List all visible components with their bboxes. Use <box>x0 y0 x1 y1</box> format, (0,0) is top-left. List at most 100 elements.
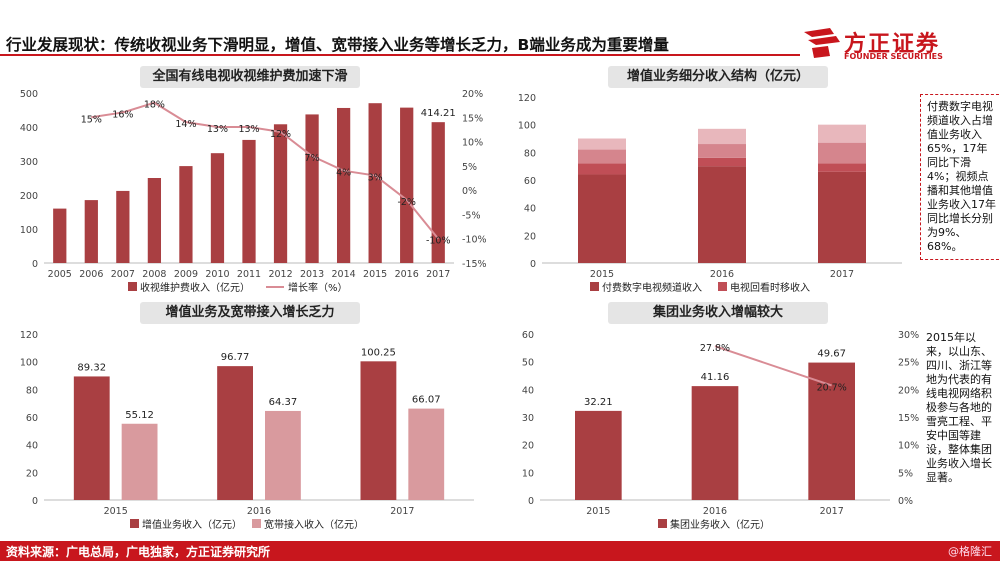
y-tick-label: 500 <box>20 89 38 100</box>
bar <box>210 153 225 263</box>
x-tick-label: 2017 <box>390 506 414 517</box>
bar-value-label: 64.37 <box>269 397 298 408</box>
line-value-label: 13% <box>207 124 228 135</box>
chart-group-business: 0 10 20 30 40 50 60 0% 5% 10% 15% 20% 25% 30% 2015 2016… <box>522 330 919 531</box>
chart1-title: 全国有线电视收视维护费加速下滑 <box>140 66 360 88</box>
legend-label: 集团业务收入（亿元） <box>670 518 770 531</box>
legend-swatch <box>658 519 667 528</box>
bar-value-label: 89.32 <box>77 362 106 373</box>
y2-tick-label: 20% <box>898 385 919 396</box>
bar <box>400 107 414 264</box>
x-tick-label: 2006 <box>79 269 103 280</box>
y-tick-label: 20 <box>522 441 534 452</box>
x-tick-label: 2008 <box>142 269 166 280</box>
x-tick-label: 2015 <box>590 269 614 280</box>
y-tick-label: 60 <box>524 176 536 187</box>
line-value-label: 15% <box>81 114 102 125</box>
bar <box>265 410 301 500</box>
footer-bar: 资料来源：广电总局，广电独家，方正证券研究所 @格隆汇 <box>0 541 1000 561</box>
bar <box>121 423 158 500</box>
x-tick-label: 2016 <box>247 506 271 517</box>
stacked-bar-segment <box>698 157 746 167</box>
bar <box>575 410 622 500</box>
stacked-bar-segment <box>818 124 866 143</box>
legend-label: 增值业务收入（亿元） <box>142 518 242 531</box>
bar <box>242 139 256 263</box>
watermark: @格隆汇 <box>948 545 992 558</box>
growth-line <box>91 101 440 240</box>
stacked-bar-segment <box>578 174 626 263</box>
stacked-bar-segment <box>818 142 866 164</box>
bar-value-label: 66.07 <box>412 395 441 406</box>
stacked-bar-segment <box>698 144 746 158</box>
x-tick-label: 2016 <box>395 269 419 280</box>
y-tick-label: 40 <box>522 385 534 396</box>
bar-value-label: 55.12 <box>125 410 154 421</box>
line-value-label: 7% <box>305 153 320 164</box>
x-tick-label: 2013 <box>300 269 324 280</box>
y-tick-label: 100 <box>20 358 38 369</box>
chart3-title: 增值业务及宽带接入增长乏力 <box>140 302 360 324</box>
legend-swatch <box>128 282 137 291</box>
y-tick-label: 0 <box>528 496 534 507</box>
line-value-label: 20.7% <box>817 382 847 393</box>
logo-mark-icon <box>804 28 840 58</box>
chart-value-added-broadband: 0 20 40 60 80 100 120 2015 2016 2017 89.32 96.77 100… <box>20 330 474 531</box>
stacked-bar-segment <box>698 166 746 263</box>
stacked-bar-segment <box>578 149 626 164</box>
bar <box>368 103 382 263</box>
y-tick-label: 80 <box>524 148 536 159</box>
y-tick-label: 60 <box>522 330 534 341</box>
title-divider <box>0 54 800 56</box>
x-tick-label: 2015 <box>363 269 387 280</box>
y-tick-label: 20 <box>524 231 536 242</box>
bar <box>360 361 397 500</box>
bar <box>179 166 193 263</box>
stacked-bar-segment <box>578 163 626 175</box>
y2-tick-label: 15% <box>462 113 483 124</box>
bar <box>73 376 110 500</box>
line-value-label: 3% <box>368 173 383 184</box>
legend-swatch <box>252 519 261 528</box>
x-tick-label: 2005 <box>48 269 72 280</box>
bar <box>431 122 445 263</box>
growth-line <box>714 345 832 387</box>
bar <box>408 408 445 500</box>
line-value-label: 14% <box>175 119 196 130</box>
y-tick-label: 120 <box>518 93 536 104</box>
line-value-label: -10% <box>426 236 451 247</box>
chart2-title: 增值业务细分收入结构（亿元） <box>608 66 828 88</box>
note-group-business: 2015年以来，以山东、四川、浙江等地为代表的有线电视网络积极参与各地的雪亮工程… <box>920 326 1000 490</box>
legend-label: 付费数字电视频道收入 <box>602 281 702 294</box>
x-tick-label: 2009 <box>174 269 198 280</box>
legend-swatch <box>718 282 727 291</box>
y-tick-label: 40 <box>26 441 38 452</box>
chart-maintenance-fee: 0 100 200 300 400 500 -15% -10% -5% 0% 5% 10% 15% 20%… <box>20 89 487 294</box>
y-tick-label: 120 <box>20 330 38 341</box>
bar <box>116 190 130 263</box>
x-tick-label: 2016 <box>703 506 727 517</box>
line-value-label: 16% <box>112 109 133 120</box>
y2-tick-label: 15% <box>898 413 919 424</box>
company-logo: 方正证券 FOUNDER SECURITIES <box>800 24 1000 64</box>
stacked-bar-segment <box>818 171 866 263</box>
y-tick-label: 400 <box>20 123 38 134</box>
line-value-label: 4% <box>336 168 351 179</box>
y-tick-label: 60 <box>26 413 38 424</box>
bar-value-label: 41.16 <box>701 372 730 383</box>
y2-tick-label: 25% <box>898 358 919 369</box>
bar <box>808 362 855 500</box>
bar <box>84 200 98 263</box>
y2-tick-label: 10% <box>462 138 483 149</box>
legend-label: 宽带接入收入（亿元） <box>264 518 364 531</box>
y2-tick-label: -10% <box>462 235 487 246</box>
legend-label: 增长率（%） <box>288 281 348 294</box>
x-tick-label: 2011 <box>237 269 261 280</box>
y2-tick-label: 20% <box>462 89 483 100</box>
bar-value-label: 414.21 <box>421 108 456 119</box>
line-value-label: 27.8% <box>700 343 730 354</box>
legend-swatch <box>130 519 139 528</box>
y-tick-label: 40 <box>524 204 536 215</box>
x-tick-label: 2016 <box>710 269 734 280</box>
bar <box>147 178 162 263</box>
